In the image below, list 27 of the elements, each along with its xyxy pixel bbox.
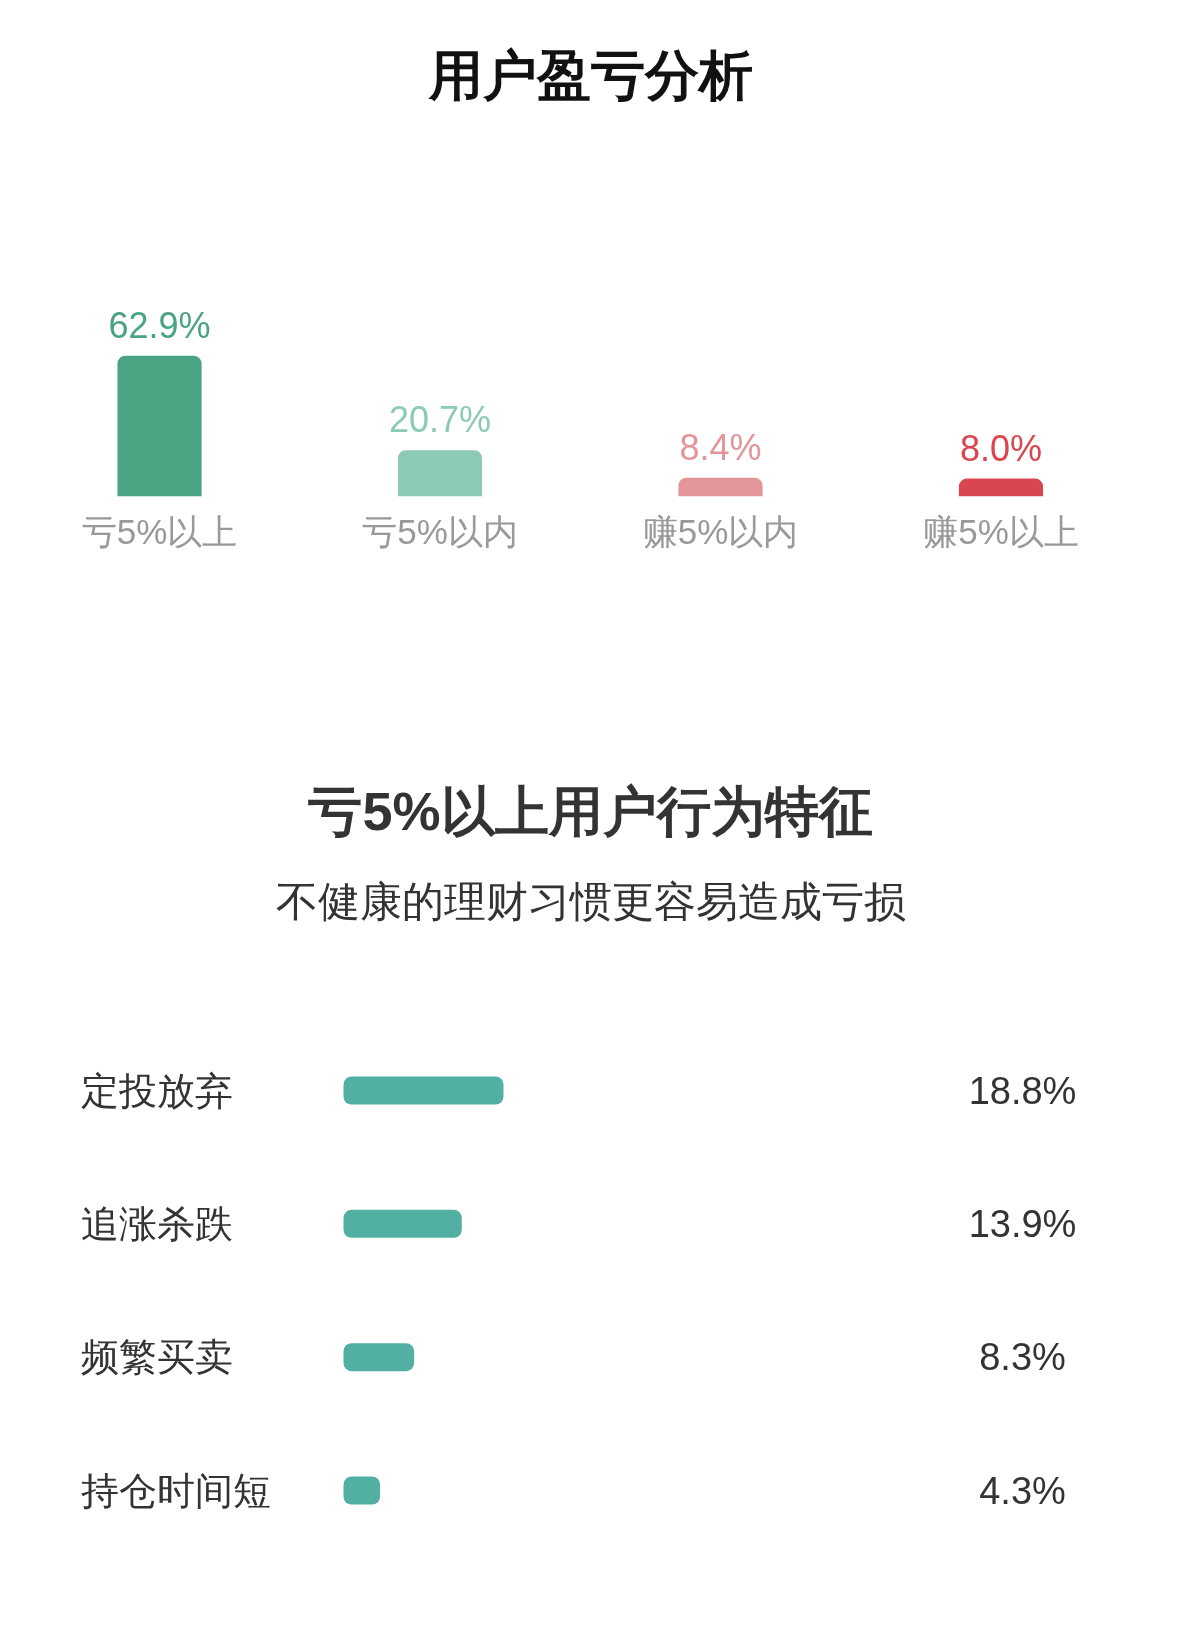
x-tick-label: 赚5%以上 <box>923 511 1079 551</box>
x-tick-label: 亏5%以内 <box>362 511 518 551</box>
bar <box>678 477 763 497</box>
chart-title: 亏5%以上用户行为特征 <box>308 780 873 841</box>
data-label: 8.4% <box>679 426 762 468</box>
text: 不健康的理财习惯更容易造成亏损 <box>275 878 906 925</box>
data-label: 13.9% <box>968 1202 1077 1245</box>
y-tick-label: 频繁买卖 <box>80 1336 233 1379</box>
y-tick-label: 定投放弃 <box>80 1069 233 1112</box>
bar <box>343 1209 462 1238</box>
data-label: 20.7% <box>388 399 492 441</box>
bar <box>117 355 202 497</box>
data-label: 8.3% <box>979 1336 1066 1379</box>
x-tick-label: 亏5%以上 <box>81 511 238 551</box>
data-label: 18.8% <box>968 1069 1077 1112</box>
chart-title: 用户盈亏分析 <box>427 44 753 105</box>
bar <box>343 1076 504 1105</box>
data-label: 62.9% <box>108 304 211 346</box>
bar <box>958 478 1044 497</box>
y-tick-label: 追涨杀跌 <box>80 1202 233 1245</box>
bar <box>343 1343 415 1372</box>
data-label: 4.3% <box>979 1469 1066 1512</box>
y-tick-label: 持仓时间短 <box>80 1469 271 1512</box>
data-label: 8.0% <box>959 427 1043 469</box>
bar <box>343 1476 381 1505</box>
bar <box>397 450 483 497</box>
x-tick-label: 赚5%以内 <box>642 511 799 551</box>
